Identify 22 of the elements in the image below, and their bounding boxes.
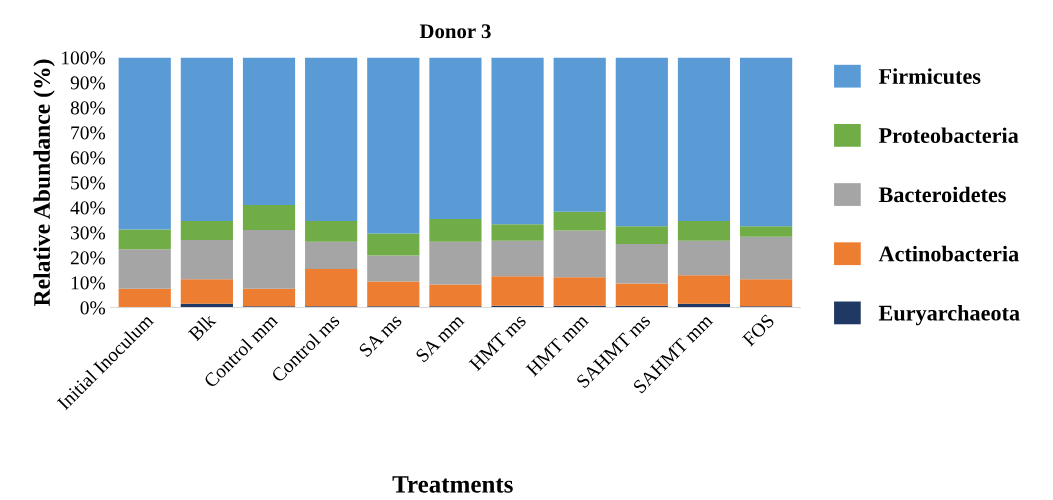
y-tick-label: 0% xyxy=(80,301,106,315)
y-tick-label: 80% xyxy=(70,101,106,115)
y-tick-label: 90% xyxy=(70,76,106,90)
y-tick-label: 40% xyxy=(70,201,106,215)
x-tick-label: SA mm xyxy=(415,313,465,363)
y-tick-label: 10% xyxy=(71,276,106,290)
x-axis-title: Treatments xyxy=(392,476,513,493)
chart-title: Donor 3 xyxy=(419,24,491,39)
y-tick-label: 30% xyxy=(70,226,106,240)
y-tick-label: 100% xyxy=(62,51,106,65)
x-tick-label: FOS xyxy=(741,313,775,347)
y-tick-label: 20% xyxy=(70,251,106,265)
legend-label: Euryarchaeota xyxy=(878,304,1020,326)
legend-label: Firmicutes xyxy=(878,68,981,84)
legend-label: Bacteroidetes xyxy=(878,186,1006,203)
y-axis-title: Relative Abundance (%) xyxy=(33,59,55,307)
legend-label: Actinobacteria xyxy=(878,245,1019,262)
y-tick-label: 60% xyxy=(70,151,106,165)
y-tick-label: 50% xyxy=(71,176,106,190)
legend-label: Proteobacteria xyxy=(878,127,1019,144)
x-tick-label: SA ms xyxy=(358,313,403,358)
y-tick-label: 70% xyxy=(71,126,106,140)
